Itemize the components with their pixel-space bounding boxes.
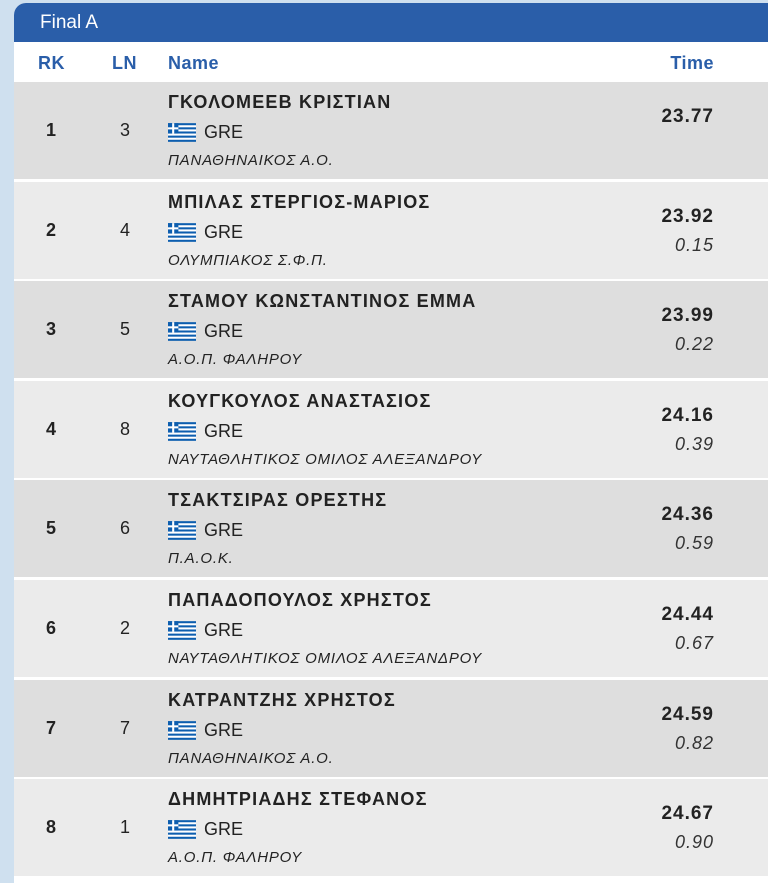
greece-flag-icon	[168, 123, 196, 142]
greece-flag-icon	[168, 222, 196, 242]
lane: 8	[119, 418, 130, 439]
nation: GRE	[168, 122, 243, 143]
time: 24.67	[661, 803, 714, 825]
nation-code: GRE	[204, 719, 244, 740]
column-name: Name	[168, 53, 220, 73]
club: ΝΑΥΤΑΘΛΗΤΙΚΟΣ ΟΜΙΛΟΣ ΑΛΕΞΑΝΔΡΟΥ	[168, 450, 483, 468]
athlete-name: ΔΗΜΗΤΡΙΑΔΗΣ ΣΤΕΦΑΝΟΣ	[168, 789, 428, 810]
result-row[interactable]: 2 4 ΜΠΙΛΑΣ ΣΤΕΡΓΙΟΣ-ΜΑΡΙΟΣ GRE ΟΛΥΜΠΙΑΚΟ…	[14, 181, 768, 279]
nation: GRE	[168, 520, 243, 541]
time-behind: 0.90	[674, 832, 714, 853]
nation-code: GRE	[204, 819, 244, 840]
athlete-name: ΤΣΑΚΤΣΙΡΑΣ ΟΡΕΣΤΗΣ	[168, 490, 388, 511]
time-behind: 0.39	[674, 433, 714, 454]
nation-code: GRE	[204, 420, 244, 441]
lane: 5	[119, 319, 130, 340]
time: 24.16	[661, 404, 714, 426]
club: ΠΑΝΑΘΗΝΑΙΚΟΣ Α.Ο.	[168, 152, 334, 169]
section-title: Final A	[14, 3, 768, 42]
lane: 3	[119, 120, 130, 140]
time-behind: 0.22	[674, 334, 714, 355]
nation: GRE	[168, 321, 243, 342]
nation-code: GRE	[204, 122, 244, 142]
result-row[interactable]: 6 2 ΠΑΠΑΔΟΠΟΥΛΟΣ ΧΡΗΣΤΟΣ GRE ΝΑΥΤΑΘΛΗΤΙΚ…	[14, 579, 768, 677]
result-row[interactable]: 4 8 ΚΟΥΓΚΟΥΛΟΣ ΑΝΑΣΤΑΣΙΟΣ GRE ΝΑΥΤΑΘΛΗΤΙ…	[14, 380, 768, 478]
time-behind: 0.15	[674, 234, 714, 255]
nation-code: GRE	[204, 321, 244, 342]
club: ΠΑΝΑΘΗΝΑΙΚΟΣ Α.Ο.	[168, 749, 334, 767]
column-ln: LN	[112, 53, 137, 73]
nation-code: GRE	[204, 619, 244, 640]
results-card: Final A RK LN Name Time 1 3 ΓΚΟΛΟΜΕΕΒ ΚΡ…	[14, 3, 768, 883]
nation: GRE	[168, 620, 243, 641]
rank: 7	[45, 717, 56, 738]
nation: GRE	[168, 720, 243, 741]
time: 24.59	[661, 703, 714, 725]
nation: GRE	[168, 222, 243, 243]
time: 23.99	[661, 305, 714, 327]
lane: 2	[119, 617, 130, 638]
rank: 6	[45, 617, 56, 638]
athlete-name: ΠΑΠΑΔΟΠΟΥΛΟΣ ΧΡΗΣΤΟΣ	[168, 589, 432, 610]
greece-flag-icon	[168, 820, 196, 839]
time: 23.92	[661, 205, 714, 227]
greece-flag-icon	[168, 521, 196, 541]
club: Α.Ο.Π. ΦΑΛΗΡΟΥ	[168, 849, 303, 867]
rank: 8	[45, 817, 56, 838]
time-behind: 0.82	[674, 732, 714, 753]
time: 23.77	[661, 106, 714, 127]
result-row[interactable]: 5 6 ΤΣΑΚΤΣΙΡΑΣ ΟΡΕΣΤΗΣ GRE Π.Α.Ο.Κ. 24.3…	[14, 480, 768, 578]
athlete-name: ΚΟΥΓΚΟΥΛΟΣ ΑΝΑΣΤΑΣΙΟΣ	[168, 390, 432, 411]
club: Π.Α.Ο.Κ.	[168, 550, 234, 568]
greece-flag-icon	[168, 322, 196, 342]
time: 24.44	[661, 603, 714, 625]
column-time: Time	[670, 53, 714, 73]
time-behind: 0.67	[674, 632, 714, 653]
athlete-name: ΓΚΟΛΟΜΕΕΒ ΚΡΙΣΤΙΑΝ	[168, 92, 392, 112]
lane: 7	[119, 717, 130, 738]
results-list: 1 3 ΓΚΟΛΟΜΕΕΒ ΚΡΙΣΤΙΑΝ GRE ΠΑΝΑΘΗΝΑΙΚΟΣ …	[14, 82, 768, 877]
rank: 1	[45, 120, 56, 140]
result-row[interactable]: 1 3 ΓΚΟΛΟΜΕΕΒ ΚΡΙΣΤΙΑΝ GRE ΠΑΝΑΘΗΝΑΙΚΟΣ …	[14, 82, 768, 179]
column-headers: RK LN Name Time	[14, 42, 768, 82]
lane: 4	[119, 219, 130, 240]
nation: GRE	[168, 421, 243, 442]
club: ΟΛΥΜΠΙΑΚΟΣ Σ.Φ.Π.	[168, 251, 328, 269]
nation-code: GRE	[204, 520, 244, 541]
rank: 4	[45, 418, 56, 439]
result-row[interactable]: 3 5 ΣΤΑΜΟΥ ΚΩΝΣΤΑΝΤΙΝΟΣ ΕΜΜΑ GRE Α.Ο.Π. …	[14, 281, 768, 379]
time: 24.36	[661, 504, 714, 526]
greece-flag-icon	[168, 621, 196, 640]
greece-flag-icon	[168, 421, 196, 441]
rank: 2	[45, 219, 56, 240]
rank: 5	[45, 518, 56, 539]
result-row[interactable]: 8 1 ΔΗΜΗΤΡΙΑΔΗΣ ΣΤΕΦΑΝΟΣ GRE Α.Ο.Π. ΦΑΛΗ…	[14, 779, 768, 877]
result-row[interactable]: 7 7 ΚΑΤΡΑΝΤΖΗΣ ΧΡΗΣΤΟΣ GRE ΠΑΝΑΘΗΝΑΙΚΟΣ …	[14, 679, 768, 777]
athlete-name: ΚΑΤΡΑΝΤΖΗΣ ΧΡΗΣΤΟΣ	[168, 689, 396, 710]
club: ΝΑΥΤΑΘΛΗΤΙΚΟΣ ΟΜΙΛΟΣ ΑΛΕΞΑΝΔΡΟΥ	[168, 649, 483, 667]
lane: 1	[119, 817, 130, 838]
athlete-name: ΣΤΑΜΟΥ ΚΩΝΣΤΑΝΤΙΝΟΣ ΕΜΜΑ	[168, 291, 477, 312]
greece-flag-icon	[168, 720, 196, 740]
column-rk: RK	[38, 53, 65, 73]
time-behind: 0.59	[674, 533, 714, 554]
athlete-name: ΜΠΙΛΑΣ ΣΤΕΡΓΙΟΣ-ΜΑΡΙΟΣ	[168, 191, 431, 212]
lane: 6	[119, 518, 130, 539]
nation: GRE	[168, 819, 243, 840]
rank: 3	[45, 319, 56, 340]
club: Α.Ο.Π. ΦΑΛΗΡΟΥ	[168, 351, 303, 369]
nation-code: GRE	[204, 221, 244, 242]
